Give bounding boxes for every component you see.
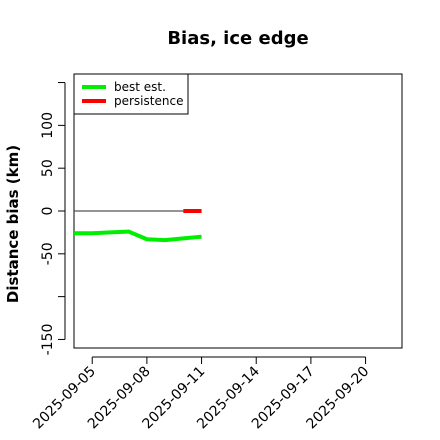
y-tick-label: 100 [40, 112, 56, 139]
chart-title: Bias, ice edge [167, 28, 308, 49]
y-tick-label: 50 [40, 159, 56, 177]
plot-area [74, 209, 202, 243]
legend: best est. persistence [73, 73, 189, 115]
legend-label-persistence: persistence [114, 94, 183, 108]
series-line-0 [74, 229, 202, 243]
x-axis: 2025-09-052025-09-082025-09-112025-09-14… [30, 356, 372, 432]
legend-label-best-est: best est. [114, 80, 166, 94]
y-tick-label: -50 [40, 242, 56, 265]
y-axis: -150 -50 0 50 100 [40, 82, 66, 356]
y-axis-label: Distance bias (km) [4, 145, 22, 303]
legend-box [73, 73, 189, 115]
y-tick-label: 0 [40, 207, 56, 216]
y-tick-label: -150 [40, 324, 56, 356]
